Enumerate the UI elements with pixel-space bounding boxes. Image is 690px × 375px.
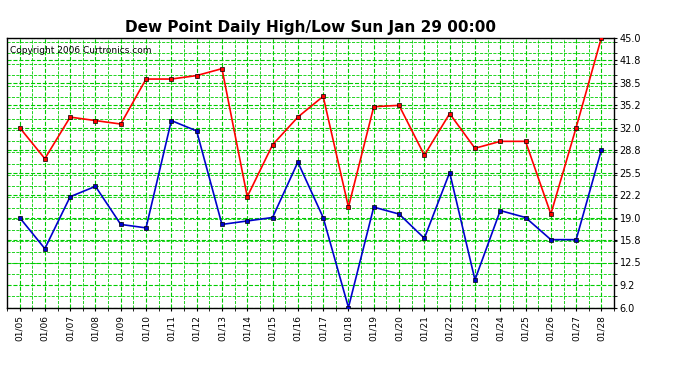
Title: Dew Point Daily High/Low Sun Jan 29 00:00: Dew Point Daily High/Low Sun Jan 29 00:0… [125, 20, 496, 35]
Text: Copyright 2006 Curtronics.com: Copyright 2006 Curtronics.com [10, 46, 151, 55]
